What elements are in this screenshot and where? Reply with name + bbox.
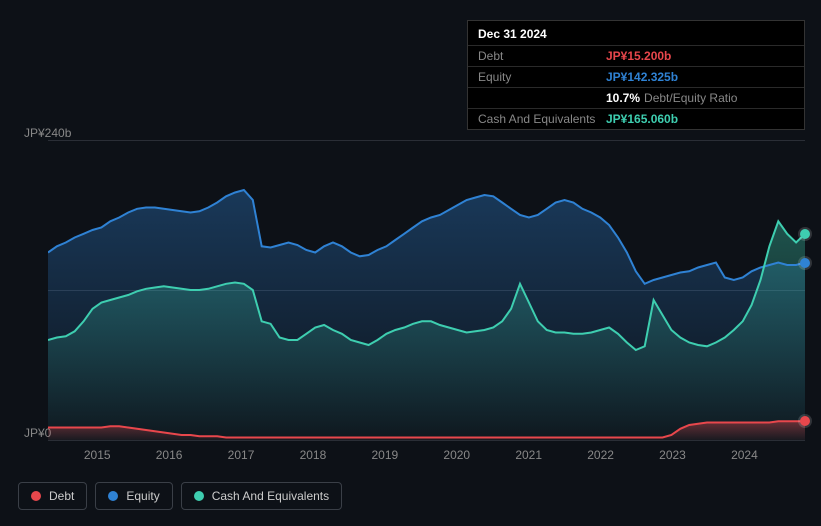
x-tick: 2019 bbox=[372, 448, 399, 462]
equity-color-icon bbox=[108, 491, 118, 501]
x-axis: 2015 2016 2017 2018 2019 2020 2021 2022 2023 2024 bbox=[48, 448, 805, 468]
debt-end-marker bbox=[800, 416, 810, 426]
tooltip-extra: Debt/Equity Ratio bbox=[644, 91, 737, 105]
x-tick: 2016 bbox=[156, 448, 183, 462]
chart-plot-area[interactable] bbox=[48, 140, 805, 440]
cash-color-icon bbox=[194, 491, 204, 501]
legend-label: Equity bbox=[126, 489, 159, 503]
y-axis-label-top: JP¥240b bbox=[24, 126, 71, 140]
legend-item-cash[interactable]: Cash And Equivalents bbox=[181, 482, 342, 510]
tooltip-label: Cash And Equivalents bbox=[478, 112, 606, 126]
legend-item-equity[interactable]: Equity bbox=[95, 482, 172, 510]
tooltip-row: EquityJP¥142.325b bbox=[468, 66, 804, 87]
tooltip-label bbox=[478, 91, 606, 105]
tooltip-value: JP¥15.200b bbox=[606, 49, 671, 63]
x-tick: 2017 bbox=[228, 448, 255, 462]
tooltip-label: Equity bbox=[478, 70, 606, 84]
x-tick: 2020 bbox=[443, 448, 470, 462]
chart-tooltip: Dec 31 2024 DebtJP¥15.200bEquityJP¥142.3… bbox=[467, 20, 805, 130]
tooltip-value: 10.7% bbox=[606, 91, 640, 105]
equity-end-marker bbox=[800, 258, 810, 268]
x-tick: 2023 bbox=[659, 448, 686, 462]
legend-label: Cash And Equivalents bbox=[212, 489, 329, 503]
x-tick: 2018 bbox=[300, 448, 327, 462]
legend-item-debt[interactable]: Debt bbox=[18, 482, 87, 510]
x-tick: 2022 bbox=[587, 448, 614, 462]
tooltip-value: JP¥165.060b bbox=[606, 112, 678, 126]
debt-color-icon bbox=[31, 491, 41, 501]
chart-legend: Debt Equity Cash And Equivalents bbox=[18, 482, 342, 510]
chart-svg bbox=[48, 140, 805, 440]
tooltip-date: Dec 31 2024 bbox=[468, 21, 804, 45]
tooltip-label: Debt bbox=[478, 49, 606, 63]
tooltip-row: 10.7% Debt/Equity Ratio bbox=[468, 87, 804, 108]
cash-end-marker bbox=[800, 229, 810, 239]
x-tick: 2021 bbox=[515, 448, 542, 462]
legend-label: Debt bbox=[49, 489, 74, 503]
tooltip-value: JP¥142.325b bbox=[606, 70, 678, 84]
tooltip-row: Cash And EquivalentsJP¥165.060b bbox=[468, 108, 804, 129]
tooltip-row: DebtJP¥15.200b bbox=[468, 45, 804, 66]
x-tick: 2024 bbox=[731, 448, 758, 462]
x-tick: 2015 bbox=[84, 448, 111, 462]
